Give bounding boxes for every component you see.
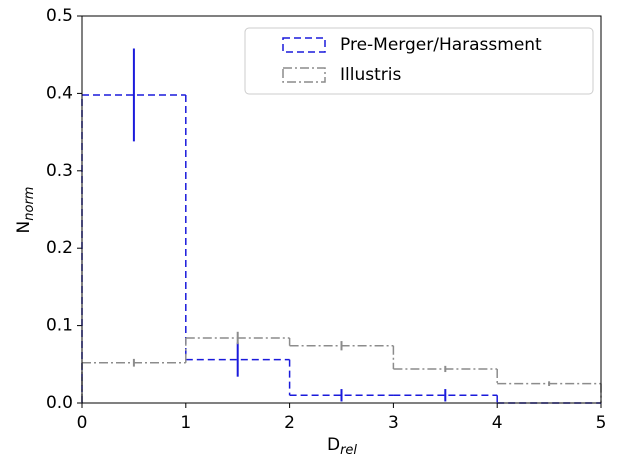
x-tick-label: 5 — [596, 413, 607, 433]
y-tick-label: 0.5 — [46, 6, 73, 26]
legend-label: Illustris — [340, 65, 401, 85]
legend-swatch — [282, 37, 326, 53]
y-axis-label: Nnorm — [14, 187, 37, 234]
legend-box — [244, 27, 594, 95]
legend-label: Pre-Merger/Harassment — [340, 35, 542, 55]
y-tick-label: 0.3 — [46, 161, 73, 181]
legend-swatch — [282, 67, 326, 83]
plot-frame — [81, 15, 602, 404]
x-tick-label: 1 — [180, 413, 191, 433]
y-label-main: N — [14, 221, 34, 234]
x-axis-label: Drel — [327, 435, 357, 458]
x-tick-label: 4 — [492, 413, 503, 433]
x-tick-label: 2 — [284, 413, 295, 433]
x-tick-label: 3 — [388, 413, 399, 433]
x-label-sub: rel — [340, 443, 357, 458]
y-tick-label: 0.0 — [46, 393, 73, 413]
x-label-main: D — [327, 435, 340, 455]
y-tick-label: 0.4 — [46, 83, 73, 103]
x-tick-label: 0 — [77, 413, 88, 433]
y-tick-label: 0.1 — [46, 316, 73, 336]
y-label-sub: norm — [22, 187, 37, 221]
y-tick-label: 0.2 — [46, 238, 73, 258]
